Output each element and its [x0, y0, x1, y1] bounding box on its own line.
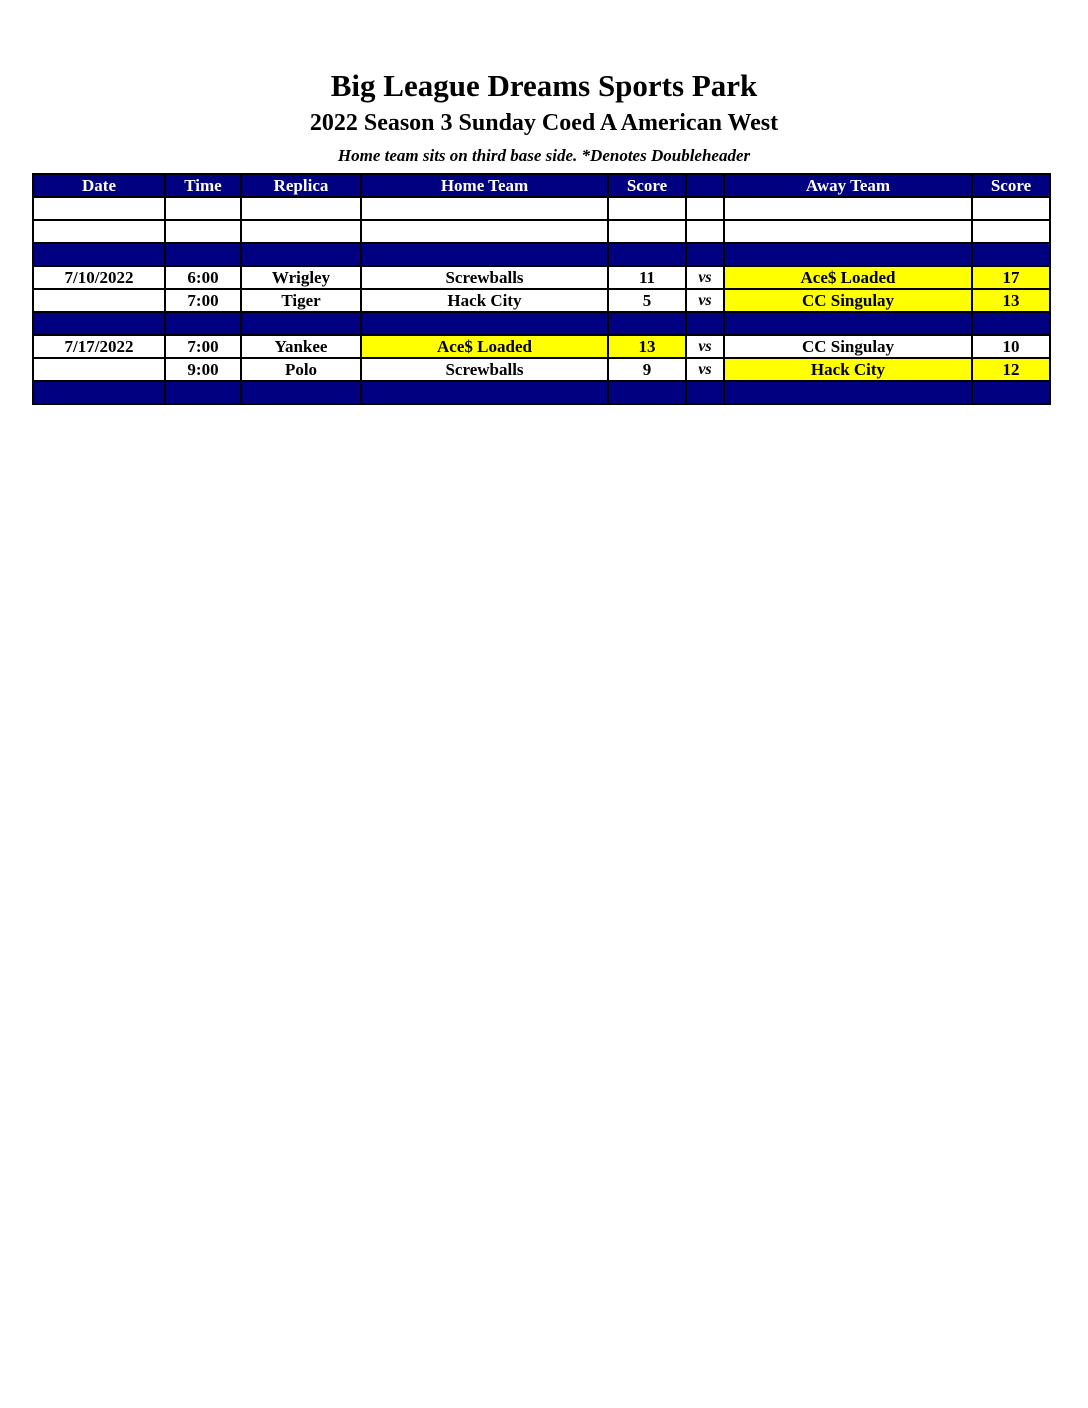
- replica-cell: [240, 311, 362, 336]
- home-team-cell: [360, 311, 609, 336]
- home-team-cell: Ace$ Loaded: [360, 334, 609, 359]
- date-cell: 7/17/2022: [32, 334, 166, 359]
- home-score-cell: [607, 311, 687, 336]
- away-team-cell: [723, 196, 973, 221]
- away-team-cell: CC Singulay: [723, 288, 973, 313]
- column-header-home-team: Home Team: [360, 173, 609, 198]
- time-cell: [164, 311, 242, 336]
- time-cell: 6:00: [164, 265, 242, 290]
- away-team-cell: Ace$ Loaded: [723, 265, 973, 290]
- away-score-cell: [971, 380, 1051, 405]
- separator-row: [32, 242, 1051, 267]
- replica-cell: [240, 380, 362, 405]
- away-score-cell: 17: [971, 265, 1051, 290]
- date-cell: 7/10/2022: [32, 265, 166, 290]
- home-team-cell: [360, 380, 609, 405]
- date-cell: [32, 219, 166, 244]
- replica-cell: [240, 219, 362, 244]
- column-header-home-score: Score: [607, 173, 687, 198]
- home-team-cell: Screwballs: [360, 357, 609, 382]
- game-row: 9:00 Polo Screwballs 9 vs Hack City 12: [32, 357, 1051, 382]
- vs-cell: [685, 219, 725, 244]
- away-score-cell: [971, 196, 1051, 221]
- time-cell: 7:00: [164, 288, 242, 313]
- home-team-cell: Screwballs: [360, 265, 609, 290]
- replica-cell: [240, 196, 362, 221]
- home-score-cell: [607, 242, 687, 267]
- vs-cell: [685, 242, 725, 267]
- page-subtitle: 2022 Season 3 Sunday Coed A American Wes…: [309, 110, 779, 136]
- vs-cell: vs: [685, 334, 725, 359]
- date-cell: [32, 288, 166, 313]
- home-score-cell: [607, 219, 687, 244]
- time-cell: 9:00: [164, 357, 242, 382]
- separator-row: [32, 311, 1051, 336]
- away-score-cell: 10: [971, 334, 1051, 359]
- time-cell: [164, 196, 242, 221]
- time-cell: 7:00: [164, 334, 242, 359]
- home-team-cell: [360, 196, 609, 221]
- away-score-cell: [971, 219, 1051, 244]
- away-team-cell: CC Singulay: [723, 334, 973, 359]
- away-team-cell: [723, 311, 973, 336]
- replica-cell: Tiger: [240, 288, 362, 313]
- away-team-cell: [723, 242, 973, 267]
- vs-cell: vs: [685, 288, 725, 313]
- schedule-note: Home team sits on third base side. *Deno…: [337, 146, 751, 165]
- away-team-cell: [723, 380, 973, 405]
- date-cell: [32, 242, 166, 267]
- page-title: Big League Dreams Sports Park: [330, 68, 758, 103]
- home-team-cell: [360, 242, 609, 267]
- blank-row: [32, 219, 1051, 244]
- replica-cell: Polo: [240, 357, 362, 382]
- time-cell: [164, 380, 242, 405]
- away-score-cell: 13: [971, 288, 1051, 313]
- home-score-cell: 11: [607, 265, 687, 290]
- time-cell: [164, 242, 242, 267]
- date-cell: [32, 196, 166, 221]
- replica-cell: Yankee: [240, 334, 362, 359]
- away-score-cell: [971, 242, 1051, 267]
- date-cell: [32, 311, 166, 336]
- away-team-cell: [723, 219, 973, 244]
- vs-cell: [685, 311, 725, 336]
- home-team-cell: Hack City: [360, 288, 609, 313]
- away-score-cell: 12: [971, 357, 1051, 382]
- column-header-replica: Replica: [240, 173, 362, 198]
- blank-row: [32, 196, 1051, 221]
- column-header-away-team: Away Team: [723, 173, 973, 198]
- home-score-cell: 9: [607, 357, 687, 382]
- home-score-cell: [607, 196, 687, 221]
- date-cell: [32, 380, 166, 405]
- column-header-time: Time: [164, 173, 242, 198]
- date-cell: [32, 357, 166, 382]
- home-team-cell: [360, 219, 609, 244]
- away-score-cell: [971, 311, 1051, 336]
- vs-cell: vs: [685, 357, 725, 382]
- vs-cell: [685, 196, 725, 221]
- home-score-cell: [607, 380, 687, 405]
- replica-cell: Wrigley: [240, 265, 362, 290]
- column-header-vs: [685, 173, 725, 198]
- time-cell: [164, 219, 242, 244]
- vs-cell: [685, 380, 725, 405]
- home-score-cell: 5: [607, 288, 687, 313]
- schedule-table: Date Time Replica Home Team Score Away Team Sc…: [32, 173, 1051, 405]
- table-header-row: Date Time Replica Home Team Score Away Team Sc…: [32, 173, 1051, 198]
- game-row: 7/10/2022 6:00 Wrigley Screwballs 11 vs Ace$ L…: [32, 265, 1051, 290]
- replica-cell: [240, 242, 362, 267]
- vs-cell: vs: [685, 265, 725, 290]
- away-team-cell: Hack City: [723, 357, 973, 382]
- game-row: 7/17/2022 7:00 Yankee Ace$ Loaded 13 vs CC Sin…: [32, 334, 1051, 359]
- column-header-away-score: Score: [971, 173, 1051, 198]
- column-header-date: Date: [32, 173, 166, 198]
- game-row: 7:00 Tiger Hack City 5 vs CC Singulay 13: [32, 288, 1051, 313]
- separator-row: [32, 380, 1051, 405]
- home-score-cell: 13: [607, 334, 687, 359]
